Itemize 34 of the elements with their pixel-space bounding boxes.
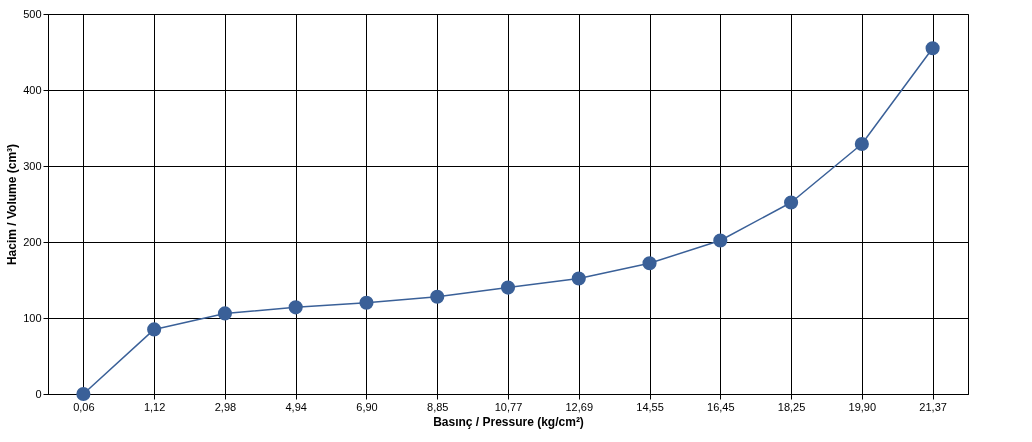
point	[217, 306, 232, 321]
x-tick-label: 18,25	[777, 400, 806, 413]
point	[500, 280, 516, 295]
point	[430, 289, 445, 304]
x-tick-label: 21,37	[919, 400, 947, 413]
point	[642, 256, 657, 271]
point	[147, 322, 162, 337]
y-tick-label: 100	[23, 311, 42, 324]
x-tick-label: 19,90	[848, 400, 877, 413]
y-tick-label: 0	[35, 387, 42, 400]
point	[571, 271, 586, 286]
x-tick-label: 4,94	[285, 400, 307, 413]
point	[288, 300, 303, 315]
y-axis-title: Hacim / Volume (cm³)	[5, 143, 20, 266]
x-tick-label: 8,85	[427, 400, 449, 413]
x-tick-label: 12,69	[565, 400, 594, 413]
x-axis-title: Basınç / Pressure (kg/cm²)	[433, 414, 584, 429]
x-tick-label: 14,55	[636, 400, 664, 413]
point	[359, 295, 374, 310]
y-tick-label: 500	[23, 7, 42, 20]
y-tick-label: 300	[23, 159, 42, 172]
y-tick-label: 400	[23, 83, 42, 96]
x-tick-label: 2,98	[214, 400, 237, 413]
x-tick-label: 6,90	[356, 400, 378, 413]
x-tick-label: 10,77	[494, 400, 523, 413]
point	[925, 41, 940, 56]
x-tick-label: 1,12	[143, 400, 166, 413]
point	[784, 195, 799, 210]
y-tick-label: 200	[23, 235, 42, 248]
point	[76, 386, 91, 402]
x-tick-label: 0,06	[73, 400, 95, 413]
point	[854, 136, 869, 152]
point	[713, 233, 728, 248]
x-tick-label: 16,45	[707, 400, 735, 413]
